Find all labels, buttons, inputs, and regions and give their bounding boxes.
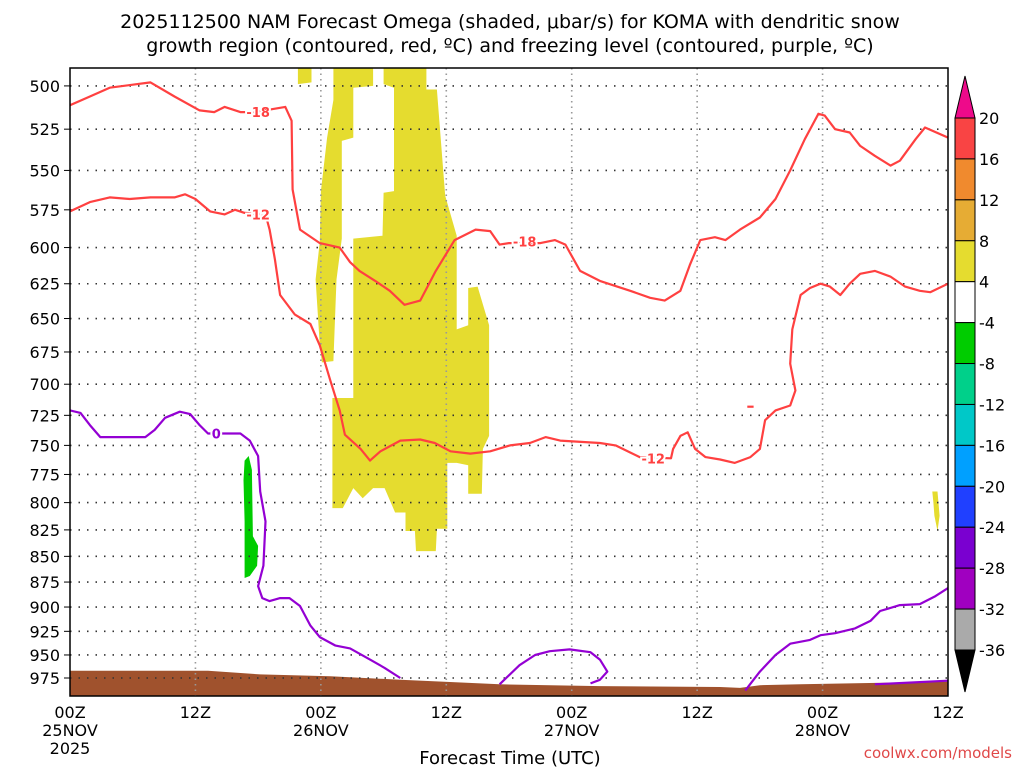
y-tick-label: 775	[29, 465, 60, 484]
x-tick-label: 00Z	[305, 703, 336, 722]
colorbar-label: -32	[979, 600, 1005, 619]
colorbar-swatch	[954, 240, 976, 283]
shaded-region	[315, 68, 374, 363]
x-tick-label: 00Z	[807, 703, 838, 722]
colorbar-swatch	[954, 363, 976, 405]
x-tick-date: 27NOV	[544, 721, 600, 740]
colorbar-label: -12	[979, 395, 1005, 414]
colorbar-swatch	[954, 199, 976, 242]
shaded-region	[297, 68, 312, 85]
contour-label: 0	[212, 427, 221, 442]
colorbar-swatch	[954, 403, 976, 446]
colorbar-label: -16	[979, 436, 1005, 455]
x-tick-label: 12Z	[431, 703, 462, 722]
contour-label: -18	[246, 106, 270, 121]
colorbar-label: -20	[979, 477, 1005, 496]
y-tick-label: 850	[29, 547, 60, 566]
y-tick-label: 900	[29, 598, 60, 617]
y-tick-label: 875	[29, 573, 60, 592]
contour-label: -12	[246, 208, 270, 223]
chart-title-line1: 2025112500 NAM Forecast Omega (shaded, μ…	[120, 11, 900, 33]
colorbar-swatch	[954, 117, 976, 160]
shaded-region	[243, 456, 259, 578]
chart-title-line2: growth region (contoured, red, ºC) and f…	[146, 35, 873, 57]
terrain-fill	[70, 670, 948, 696]
contour-label: -12	[641, 452, 665, 467]
contour-dgz-top	[70, 81, 948, 306]
y-tick-label: 500	[29, 77, 60, 96]
y-tick-label: 575	[29, 201, 60, 220]
colorbar-below-triangle	[954, 649, 976, 693]
colorbar-swatch	[954, 567, 976, 610]
contour-freezing-level-3	[744, 587, 948, 692]
colorbar-label: -8	[979, 355, 995, 374]
y-tick-label: 675	[29, 343, 60, 362]
shaded-region	[932, 491, 940, 531]
y-tick-label: 950	[29, 646, 60, 665]
contour-freezing-level-1	[70, 409, 401, 679]
colorbar-swatch	[954, 608, 976, 651]
shaded-region	[332, 68, 490, 552]
contour-freezing-level-2	[498, 648, 609, 686]
colorbar-above-triangle	[954, 75, 976, 119]
colorbar-label: 12	[979, 191, 999, 210]
colorbar: 20 16 12 8 4 -4 -8 -12 -16 -20 -24 -28 -32 -36	[954, 75, 1005, 693]
contour-label: -18	[513, 236, 537, 251]
colorbar-swatch	[954, 485, 976, 528]
y-tick-label: 625	[29, 275, 60, 294]
x-tick-label: 12Z	[681, 703, 712, 722]
y-tick-label: 750	[29, 436, 60, 455]
x-axis-label: Forecast Time (UTC)	[419, 748, 600, 768]
x-tick-label: 00Z	[54, 703, 85, 722]
x-tick-label: 00Z	[556, 703, 587, 722]
colorbar-label: 8	[979, 232, 989, 251]
y-tick-label: 550	[29, 161, 60, 180]
contour-freezing-level-4	[874, 679, 948, 686]
colorbar-label: 20	[979, 109, 999, 128]
colorbar-label: -24	[979, 518, 1005, 537]
colorbar-label: -4	[979, 314, 995, 333]
y-tick-label: 925	[29, 622, 60, 641]
colorbar-swatch	[954, 158, 976, 201]
colorbar-swatch	[954, 322, 976, 365]
x-tick-date: 26NOV	[293, 721, 349, 740]
contour-dgz-bottom	[70, 193, 948, 464]
x-tick-date: 28NOV	[795, 721, 851, 740]
colorbar-swatch	[954, 526, 976, 569]
credit-text: coolwx.com/models	[864, 744, 1012, 762]
y-tick-label: 600	[29, 239, 60, 258]
plot-area: -18 -18 -12 -12 0 500 525 550 575 600 625 650 675 700…	[29, 67, 964, 758]
y-tick-label: 975	[29, 669, 60, 688]
y-tick-label: 650	[29, 310, 60, 329]
y-tick-label: 800	[29, 494, 60, 513]
x-tick-date: 25NOV	[42, 721, 98, 740]
x-tick-label: 12Z	[932, 703, 963, 722]
colorbar-label: -36	[979, 641, 1005, 660]
colorbar-label: -28	[979, 559, 1005, 578]
colorbar-swatch	[954, 444, 976, 487]
x-tick-label: 12Z	[180, 703, 211, 722]
plot-frame	[69, 67, 949, 697]
x-tick-year: 2025	[50, 739, 91, 758]
y-tick-label: 725	[29, 406, 60, 425]
colorbar-label: 16	[979, 150, 999, 169]
y-tick-label: 525	[29, 120, 60, 139]
colorbar-swatch	[954, 281, 976, 324]
colorbar-label: 4	[979, 273, 989, 292]
y-tick-label: 700	[29, 375, 60, 394]
y-tick-label: 825	[29, 521, 60, 540]
